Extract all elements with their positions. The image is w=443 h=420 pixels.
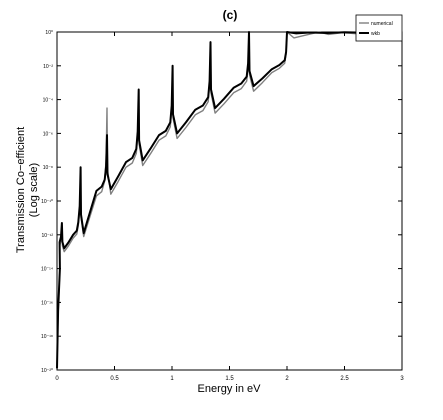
y-tick-label: 10⁻¹⁰ [41,199,53,205]
x-tick-label: 3 [400,376,404,382]
y-tick-label: 10⁻¹² [41,233,53,239]
legend-box [355,14,403,42]
series-layer [56,31,403,369]
y-axis-label: Transmission Co−efficient (Log scale) [15,127,40,253]
legend: numerical wkb [355,14,403,42]
x-tick-label: 1.5 [225,376,234,382]
y-axis-label-line2: (Log scale) [28,163,40,217]
x-tick-label: 1 [170,376,174,382]
y-tick-label: 10⁻² [43,64,53,70]
x-axis-label: Energy in eV [198,383,262,395]
legend-label-wkb: wkb [371,31,380,37]
x-tick-label: 0 [55,376,59,382]
legend-label-numerical: numerical [371,21,393,27]
x-tick-label: 2.5 [340,376,349,382]
y-tick-label: 10⁻⁶ [43,131,53,137]
plot-border [56,31,403,371]
y-axis-label-line1: Transmission Co−efficient [15,127,27,253]
plot-frame [56,31,403,371]
y-tick-label: 10⁻²⁰ [41,368,53,374]
y-tick-label: 10⁻¹⁴ [41,267,53,273]
x-axis: 0 0.5 1 1.5 2 2.5 3 [55,32,404,382]
chart-title: (c) [223,8,238,22]
y-tick-label: 10⁻⁴ [43,98,53,104]
y-tick-label: 10⁻¹⁸ [41,334,53,340]
y-tick-label: 10⁻⁸ [43,165,53,171]
y-tick-label: 10⁰ [45,30,53,36]
y-tick-label: 10⁻¹⁶ [41,300,53,306]
series-line-wkb [56,31,403,369]
x-tick-label: 0.5 [110,376,119,382]
x-tick-label: 2 [285,376,289,382]
series-line-numerical [56,31,403,369]
